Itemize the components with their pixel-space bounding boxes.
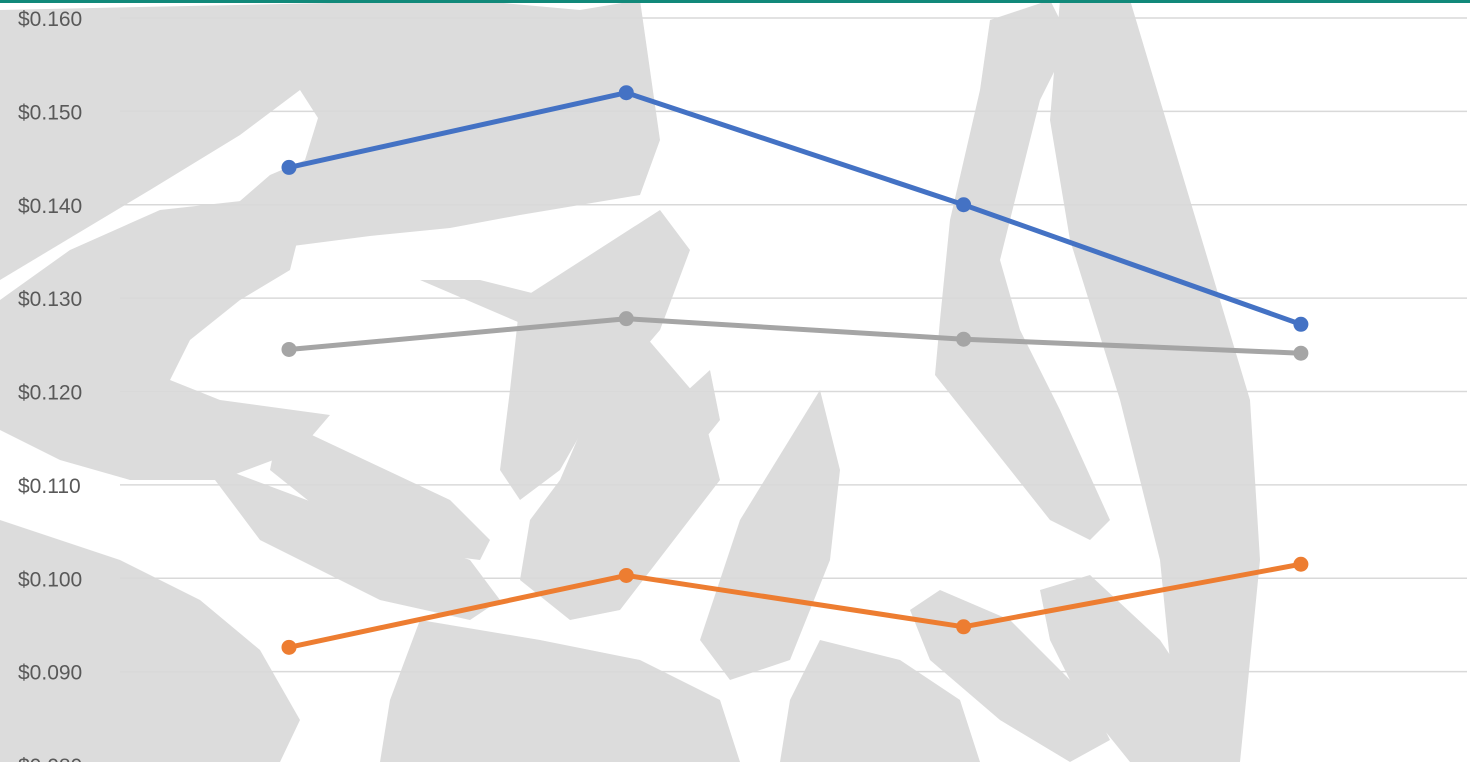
y-tick-label: $0.140 (18, 195, 82, 218)
y-tick-label: $0.130 (18, 288, 82, 311)
data-point-series-1 (281, 159, 297, 175)
data-point-series-1 (956, 197, 972, 213)
watermark-finger-7 (1040, 575, 1200, 762)
top-accent-bar (0, 0, 1470, 3)
watermark-finger-1 (270, 420, 490, 560)
watermark-right-band (1050, 0, 1260, 762)
watermark-bottom-left (0, 520, 300, 762)
y-tick-label: $0.100 (18, 568, 82, 591)
watermark-finger-3 (500, 210, 690, 500)
watermark-bottom-right (780, 640, 980, 762)
watermark-finger-2 (200, 460, 500, 620)
data-point-series-1 (618, 85, 634, 101)
hands-watermark-graphic (0, 0, 1260, 762)
data-point-series-1 (1293, 316, 1309, 332)
data-point-series-2 (281, 341, 297, 357)
y-tick-label: $0.110 (18, 475, 81, 498)
y-axis-tick-labels: $0.160 $0.150 $0.140 $0.130 $0.120 $0.110 $0.1… (18, 8, 82, 762)
data-point-series-2 (1293, 345, 1309, 361)
y-tick-label: $0.160 (18, 8, 82, 31)
series-lines (286, 90, 1304, 650)
series-line-1 (286, 90, 1304, 327)
gridlines (120, 17, 1467, 673)
y-tick-label: $0.120 (18, 382, 82, 405)
watermark-hand-left (0, 200, 330, 480)
data-point-series-3 (956, 619, 972, 635)
series-line-2 (286, 316, 1304, 356)
y-tick-label: $0.080 (18, 755, 82, 762)
watermark-hand-top (0, 0, 660, 280)
series-markers (281, 85, 1309, 655)
watermark-finger-5 (700, 390, 840, 680)
y-tick-label: $0.090 (18, 662, 82, 685)
watermark-hand-center (420, 280, 720, 620)
data-point-series-2 (618, 311, 634, 327)
data-point-series-3 (281, 639, 297, 655)
watermark-hand-right (935, 0, 1110, 540)
data-point-series-2 (956, 331, 972, 347)
data-point-series-3 (1293, 556, 1309, 572)
watermark-bottom-center (380, 620, 740, 762)
series-line-3 (286, 561, 1304, 650)
data-point-series-3 (618, 567, 634, 583)
y-tick-label: $0.150 (18, 101, 82, 124)
